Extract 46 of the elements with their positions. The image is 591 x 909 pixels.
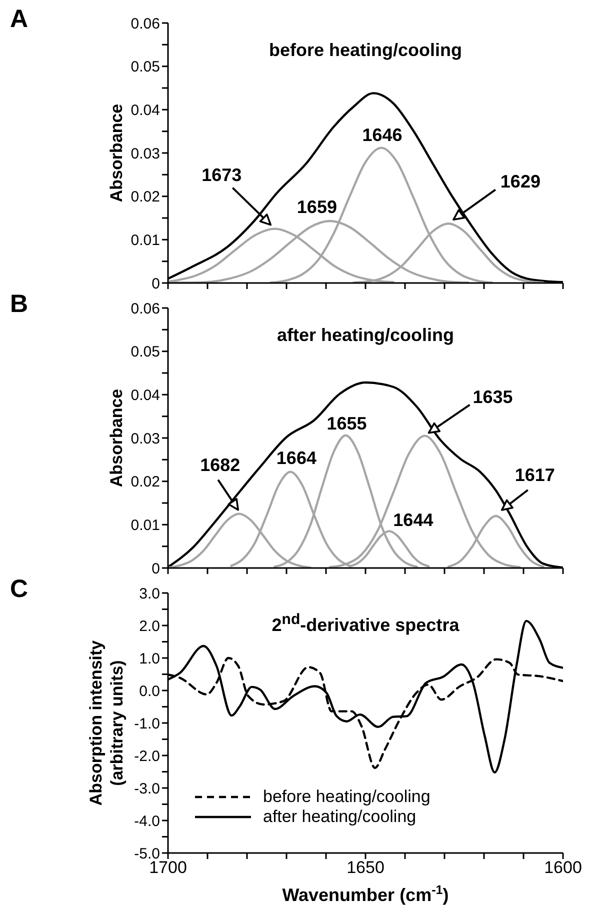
- y-tick-label: 0.06: [130, 300, 160, 318]
- y-axis-title: Absorbance: [106, 388, 126, 488]
- y-tick-label: -4.0: [134, 812, 160, 830]
- y-tick-label: 0.04: [130, 102, 160, 119]
- annotation: 1664: [276, 448, 316, 468]
- y-tick-label: 0.0: [139, 682, 160, 700]
- text: before heating/cooling: [268, 39, 463, 61]
- legend-label: after heating/cooling: [263, 807, 416, 827]
- annotation: 1659: [296, 197, 337, 218]
- y-tick-label: -3.0: [134, 780, 160, 798]
- legend-label: before heating/cooling: [263, 787, 430, 807]
- y-tick-label: 0: [152, 560, 160, 578]
- y-tick-label: 3.0: [139, 585, 160, 602]
- y-tick-label: 0.04: [130, 386, 160, 404]
- y-tick-label: 1.0: [139, 650, 160, 668]
- text: A: [10, 5, 28, 33]
- x-tick-label: 1650: [346, 858, 384, 878]
- y-tick-label: 0.06: [130, 15, 160, 32]
- text: B: [10, 290, 28, 318]
- y-tick-label: 0.02: [130, 474, 160, 491]
- y-axis-title: Absorption intensity (arbitrary units): [86, 640, 126, 806]
- y-axis-title: Absorbance: [106, 104, 126, 202]
- y-tick-label: 0.01: [130, 232, 160, 249]
- y-tick-label: 0.01: [130, 516, 160, 534]
- y-tick-label: 0.02: [130, 188, 160, 206]
- text: after heating/cooling: [276, 324, 455, 346]
- text: 2$^{nd}$-derivative spectra: [270, 610, 460, 636]
- y-tick-label: 2.0: [139, 618, 160, 635]
- x-tick-label: 1600: [544, 858, 582, 878]
- y-tick-label: 0.03: [130, 145, 160, 162]
- x-axis-title: Wavenumber (cm$^{-1}$): [282, 883, 449, 905]
- text: C: [10, 575, 28, 603]
- y-tick-label: -2.0: [134, 748, 160, 765]
- annotation: 1655: [326, 413, 367, 434]
- annotation: 1646: [362, 124, 402, 145]
- annotation: 1682: [200, 454, 240, 475]
- annotation: 1644: [393, 510, 434, 530]
- y-tick-label: 0.03: [130, 430, 160, 448]
- y-tick-label: 0: [152, 275, 160, 292]
- annotation: 1629: [500, 172, 540, 192]
- annotation: 1635: [472, 386, 513, 407]
- y-tick-label: 0.05: [130, 344, 160, 361]
- annotation: 1673: [202, 164, 242, 185]
- annotation: 1617: [514, 465, 555, 485]
- y-tick-label: 0.05: [130, 58, 160, 76]
- y-tick-label: -1.0: [134, 715, 160, 732]
